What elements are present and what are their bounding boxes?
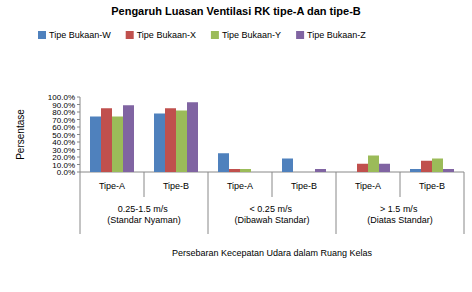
category-group-line: (Diatas Standar) bbox=[367, 215, 433, 225]
x-axis-title: Persebaran Kecepatan Udara dalam Ruang K… bbox=[172, 248, 373, 258]
legend-swatch bbox=[38, 31, 46, 39]
legend: Tipe Bukaan-W Tipe Bukaan-X Tipe Bukaan-Y T… bbox=[38, 30, 366, 40]
category-separator bbox=[208, 172, 209, 234]
bar bbox=[123, 105, 134, 172]
x-tick-label: Tipe-B bbox=[419, 181, 445, 191]
bar bbox=[112, 117, 123, 173]
category-separator bbox=[80, 172, 81, 234]
x-tick-label: Tipe-A bbox=[99, 181, 125, 191]
category-group-label: 0.25-1.5 m/s (Standar Nyaman) bbox=[107, 204, 181, 225]
bar bbox=[368, 156, 379, 173]
legend-swatch bbox=[296, 31, 304, 39]
title: Pengaruh Luasan Ventilasi RK tipe-A dan … bbox=[111, 5, 361, 17]
legend-label: Tipe Bukaan-Y bbox=[222, 30, 281, 40]
category-separator bbox=[144, 172, 145, 197]
bars bbox=[90, 102, 454, 172]
bar bbox=[421, 161, 432, 172]
bar bbox=[187, 102, 198, 172]
category-group-label: > 1.5 m/s (Diatas Standar) bbox=[367, 204, 433, 225]
bar bbox=[282, 159, 293, 173]
bar bbox=[165, 108, 176, 172]
legend-swatch bbox=[126, 31, 134, 39]
category-separator bbox=[464, 172, 465, 234]
bar bbox=[315, 169, 326, 172]
category-group-label: < 0.25 m/s (Dibawah Standar) bbox=[234, 204, 309, 225]
bar bbox=[154, 114, 165, 173]
bar bbox=[90, 117, 101, 173]
category-separator bbox=[336, 172, 337, 234]
bar bbox=[251, 172, 262, 173]
bar bbox=[410, 169, 421, 172]
legend-swatch bbox=[211, 31, 219, 39]
chart: Pengaruh Luasan Ventilasi RK tipe-A dan … bbox=[0, 0, 472, 292]
bar bbox=[379, 164, 390, 172]
category-separator bbox=[272, 172, 273, 197]
y-axis-title: Persentase bbox=[15, 109, 26, 160]
bar bbox=[304, 172, 315, 173]
legend-label: Tipe Bukaan-X bbox=[137, 30, 196, 40]
bar bbox=[218, 153, 229, 172]
category-group-line: (Dibawah Standar) bbox=[234, 215, 309, 225]
legend-label: Tipe Bukaan-Z bbox=[307, 30, 366, 40]
category-group-line: 0.25-1.5 m/s bbox=[118, 204, 171, 214]
category-group-line: > 1.5 m/s bbox=[380, 204, 420, 214]
bar bbox=[443, 169, 454, 172]
bar bbox=[357, 164, 368, 172]
category-group-line: (Standar Nyaman) bbox=[107, 215, 181, 225]
bar bbox=[240, 169, 251, 172]
bar bbox=[176, 111, 187, 173]
x-tick-label: Tipe-B bbox=[291, 181, 317, 191]
bar bbox=[101, 108, 112, 172]
bar bbox=[432, 159, 443, 173]
y-tick-label: 100.0% bbox=[48, 93, 75, 102]
x-tick-label: Tipe-A bbox=[227, 181, 253, 191]
legend-label: Tipe Bukaan-W bbox=[49, 30, 111, 40]
bar bbox=[346, 172, 357, 173]
y-axis bbox=[80, 97, 81, 172]
bar bbox=[229, 169, 240, 172]
x-tick-label: Tipe-B bbox=[163, 181, 189, 191]
x-tick-label: Tipe-A bbox=[355, 181, 381, 191]
category-group-line: < 0.25 m/s bbox=[250, 204, 295, 214]
bar bbox=[293, 172, 304, 173]
category-separator bbox=[400, 172, 401, 197]
